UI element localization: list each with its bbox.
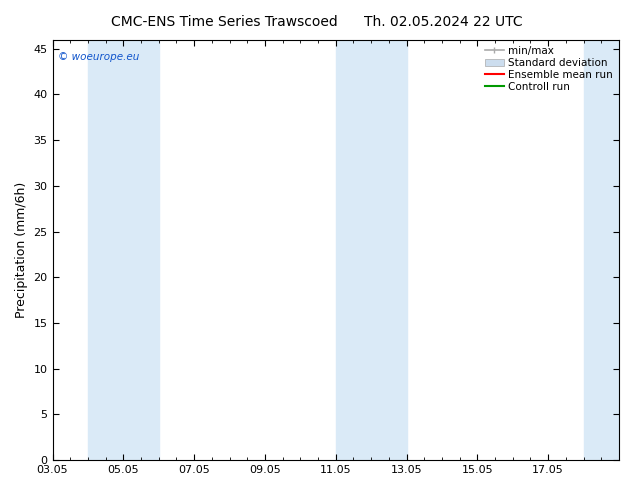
Legend: min/max, Standard deviation, Ensemble mean run, Controll run: min/max, Standard deviation, Ensemble me… <box>481 42 617 96</box>
Bar <box>583 40 619 460</box>
Text: © woeurope.eu: © woeurope.eu <box>58 52 139 62</box>
Text: CMC-ENS Time Series Trawscoed      Th. 02.05.2024 22 UTC: CMC-ENS Time Series Trawscoed Th. 02.05.… <box>111 15 523 29</box>
Bar <box>336 40 406 460</box>
Bar <box>88 40 158 460</box>
Y-axis label: Precipitation (mm/6h): Precipitation (mm/6h) <box>15 182 28 318</box>
